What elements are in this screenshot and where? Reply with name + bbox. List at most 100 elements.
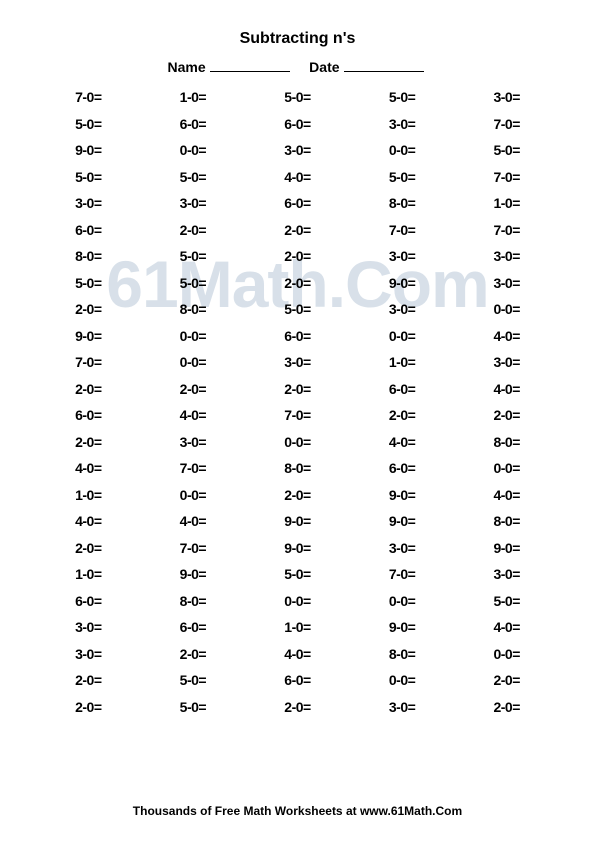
- problem-cell: 3-0=: [350, 540, 455, 556]
- problem-cell: 9-0=: [350, 513, 455, 529]
- problem-cell: 8-0=: [141, 593, 246, 609]
- problem-cell: 2-0=: [36, 672, 141, 688]
- problem-cell: 1-0=: [36, 487, 141, 503]
- problem-cell: 2-0=: [36, 434, 141, 450]
- problem-cell: 8-0=: [454, 513, 559, 529]
- problem-cell: 6-0=: [245, 672, 350, 688]
- name-blank[interactable]: [210, 58, 290, 72]
- problem-cell: 2-0=: [36, 381, 141, 397]
- problem-cell: 5-0=: [36, 275, 141, 291]
- problem-cell: 4-0=: [245, 646, 350, 662]
- problem-cell: 8-0=: [36, 248, 141, 264]
- problem-cell: 5-0=: [245, 301, 350, 317]
- problem-cell: 9-0=: [454, 540, 559, 556]
- problem-cell: 6-0=: [141, 116, 246, 132]
- problem-cell: 5-0=: [245, 566, 350, 582]
- problem-cell: 7-0=: [454, 169, 559, 185]
- problem-cell: 7-0=: [36, 354, 141, 370]
- problem-cell: 5-0=: [350, 169, 455, 185]
- problem-cell: 0-0=: [350, 328, 455, 344]
- problem-cell: 3-0=: [454, 275, 559, 291]
- problem-cell: 2-0=: [141, 381, 246, 397]
- problem-cell: 2-0=: [245, 275, 350, 291]
- problem-cell: 3-0=: [454, 248, 559, 264]
- problem-cell: 3-0=: [141, 195, 246, 211]
- name-label: Name: [167, 59, 205, 75]
- problem-cell: 2-0=: [245, 699, 350, 715]
- worksheet-title: Subtracting n's: [30, 30, 565, 48]
- worksheet-page: 61Math.Com Subtracting n's Name Date 7-0…: [0, 0, 595, 842]
- problem-cell: 9-0=: [350, 487, 455, 503]
- content-layer: Subtracting n's Name Date 7-0=1-0=5-0=5-…: [30, 30, 565, 715]
- problem-cell: 3-0=: [36, 195, 141, 211]
- problem-cell: 9-0=: [36, 142, 141, 158]
- problem-cell: 2-0=: [245, 381, 350, 397]
- problem-cell: 7-0=: [454, 116, 559, 132]
- problem-cell: 5-0=: [141, 672, 246, 688]
- problem-cell: 8-0=: [454, 434, 559, 450]
- problem-cell: 5-0=: [245, 89, 350, 105]
- problem-cell: 3-0=: [350, 301, 455, 317]
- problem-cell: 2-0=: [350, 407, 455, 423]
- problem-cell: 0-0=: [141, 354, 246, 370]
- problem-cell: 2-0=: [36, 540, 141, 556]
- problem-cell: 4-0=: [454, 619, 559, 635]
- problem-cell: 6-0=: [141, 619, 246, 635]
- problem-cell: 0-0=: [454, 646, 559, 662]
- problem-cell: 6-0=: [350, 381, 455, 397]
- problem-cell: 3-0=: [454, 89, 559, 105]
- problem-cell: 6-0=: [36, 593, 141, 609]
- problem-cell: 3-0=: [141, 434, 246, 450]
- date-blank[interactable]: [344, 58, 424, 72]
- problem-cell: 2-0=: [245, 487, 350, 503]
- problem-cell: 4-0=: [141, 513, 246, 529]
- problem-cell: 2-0=: [245, 222, 350, 238]
- date-label: Date: [309, 59, 339, 75]
- problem-cell: 4-0=: [454, 487, 559, 503]
- problem-cell: 6-0=: [245, 195, 350, 211]
- problem-cell: 9-0=: [350, 619, 455, 635]
- problem-cell: 7-0=: [36, 89, 141, 105]
- problem-cell: 7-0=: [454, 222, 559, 238]
- problem-cell: 2-0=: [245, 248, 350, 264]
- problem-cell: 9-0=: [245, 513, 350, 529]
- problem-cell: 5-0=: [141, 699, 246, 715]
- problem-cell: 3-0=: [245, 354, 350, 370]
- problem-cell: 2-0=: [141, 222, 246, 238]
- problem-cell: 5-0=: [36, 169, 141, 185]
- problem-cell: 5-0=: [141, 169, 246, 185]
- problem-cell: 0-0=: [454, 460, 559, 476]
- problem-cell: 2-0=: [141, 646, 246, 662]
- problem-cell: 0-0=: [350, 142, 455, 158]
- problem-cell: 1-0=: [36, 566, 141, 582]
- problem-cell: 7-0=: [245, 407, 350, 423]
- problem-cell: 4-0=: [36, 513, 141, 529]
- problem-cell: 2-0=: [454, 699, 559, 715]
- problem-cell: 0-0=: [141, 328, 246, 344]
- problem-cell: 9-0=: [36, 328, 141, 344]
- problem-cell: 6-0=: [36, 407, 141, 423]
- problem-cell: 9-0=: [350, 275, 455, 291]
- problem-cell: 8-0=: [245, 460, 350, 476]
- problem-cell: 5-0=: [454, 142, 559, 158]
- problem-cell: 8-0=: [350, 195, 455, 211]
- problem-cell: 5-0=: [350, 89, 455, 105]
- problem-cell: 3-0=: [245, 142, 350, 158]
- problem-cell: 5-0=: [454, 593, 559, 609]
- problem-cell: 0-0=: [350, 672, 455, 688]
- header-line: Name Date: [30, 58, 565, 75]
- problem-cell: 2-0=: [454, 672, 559, 688]
- problem-cell: 3-0=: [36, 619, 141, 635]
- problem-cell: 1-0=: [350, 354, 455, 370]
- problem-cell: 4-0=: [36, 460, 141, 476]
- problem-cell: 1-0=: [141, 89, 246, 105]
- problem-cell: 5-0=: [141, 275, 246, 291]
- problem-cell: 5-0=: [141, 248, 246, 264]
- problem-cell: 3-0=: [350, 699, 455, 715]
- problem-cell: 8-0=: [350, 646, 455, 662]
- problem-cell: 6-0=: [245, 328, 350, 344]
- problem-cell: 0-0=: [141, 142, 246, 158]
- problem-cell: 7-0=: [141, 540, 246, 556]
- problem-cell: 0-0=: [350, 593, 455, 609]
- problem-cell: 7-0=: [141, 460, 246, 476]
